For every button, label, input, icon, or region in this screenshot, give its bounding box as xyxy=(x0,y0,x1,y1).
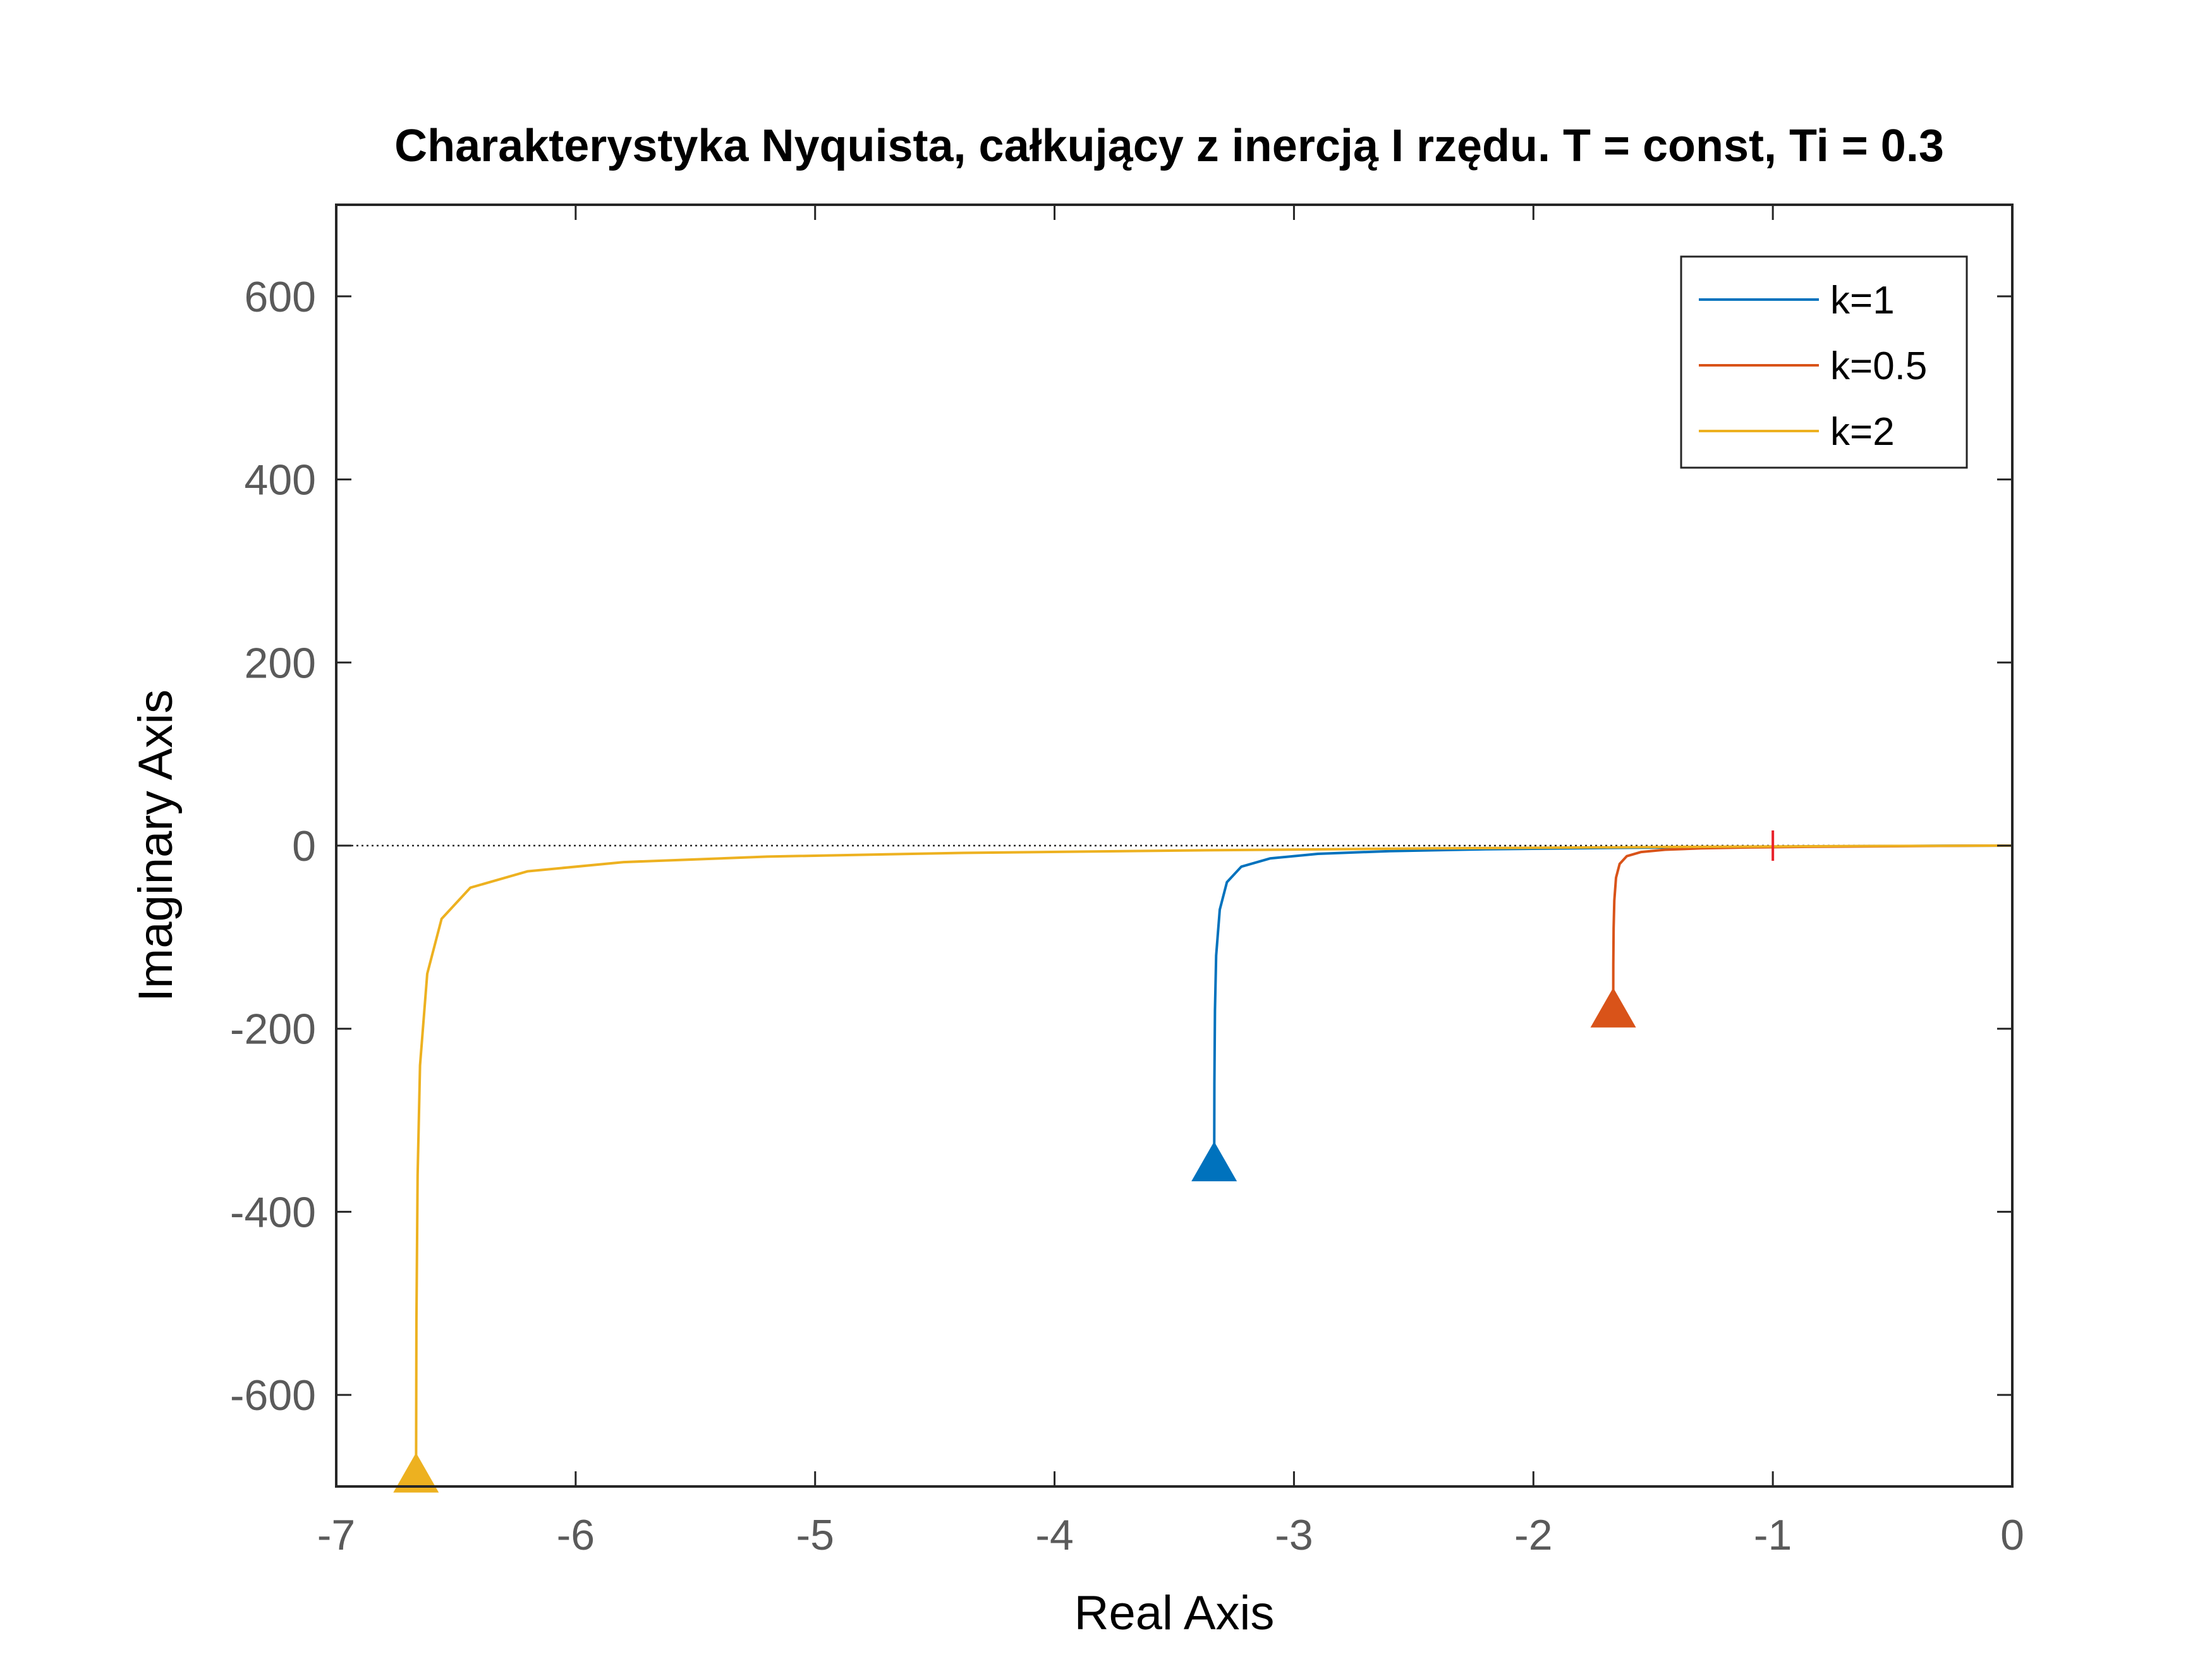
legend-box xyxy=(1680,255,1968,469)
direction-marker-2 xyxy=(1590,987,1636,1028)
legend-label-1: k=1 xyxy=(1830,279,1895,322)
legend-label-3: k=2 xyxy=(1830,410,1895,454)
chart-title: Charakterystyka Nyquista, całkujący z in… xyxy=(394,121,1944,171)
x-tick-label: -1 xyxy=(1754,1511,1792,1559)
plot-layer xyxy=(336,830,2013,1493)
y-tick-label: 200 xyxy=(245,639,316,687)
legend-label-2: k=0.5 xyxy=(1830,344,1927,388)
y-tick-label: -400 xyxy=(230,1188,316,1236)
y-tick-label: 600 xyxy=(245,273,316,321)
y-axis-label: Imaginary Axis xyxy=(129,690,183,1002)
x-axis-label: Real Axis xyxy=(1074,1586,1275,1640)
direction-marker-1 xyxy=(1191,1141,1237,1182)
direction-marker-3 xyxy=(393,1452,439,1493)
x-tick-label: -4 xyxy=(1035,1511,1073,1559)
x-tick-label: -5 xyxy=(796,1511,834,1559)
y-tick-label: 400 xyxy=(245,456,316,504)
y-tick-label: -600 xyxy=(230,1371,316,1419)
y-tick-label: -200 xyxy=(230,1006,316,1054)
y-tick-label: 0 xyxy=(292,822,316,870)
legend: k=1 k=0.5 k=2 xyxy=(1680,255,1968,469)
tick-layer: -7 -6 -5 -4 -3 -2 -1 0 -600 -400 -200 0 200 400 600 xyxy=(230,205,2024,1559)
x-tick-label: -6 xyxy=(557,1511,595,1559)
x-tick-label: -3 xyxy=(1275,1511,1313,1559)
x-tick-label: 0 xyxy=(2000,1511,2024,1559)
x-tick-label: -2 xyxy=(1514,1511,1552,1559)
x-tick-label: -7 xyxy=(317,1511,355,1559)
series-line-3 xyxy=(415,844,2013,1483)
